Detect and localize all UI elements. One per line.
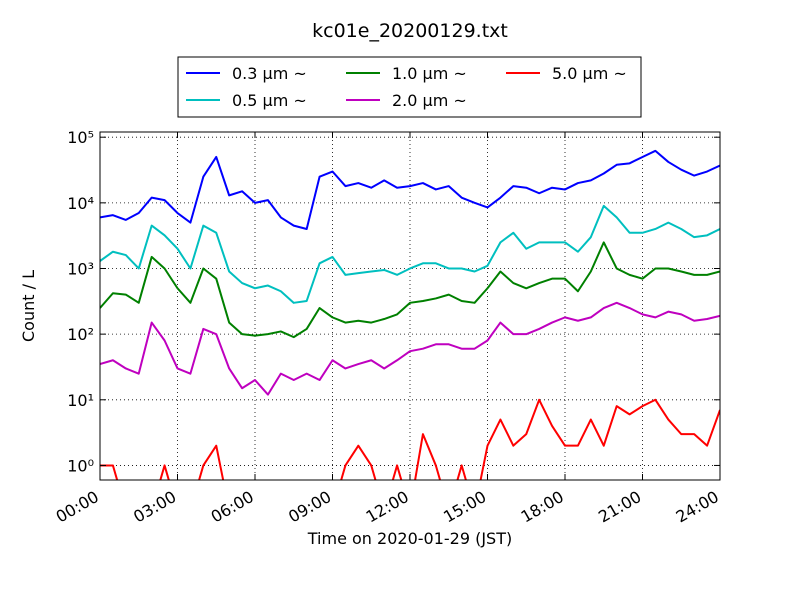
legend-label: 1.0 μm ~ (392, 64, 467, 83)
chart-title: kc01e_20200129.txt (312, 20, 508, 42)
y-tick-label: 10⁴ (67, 194, 94, 213)
legend-label: 0.5 μm ~ (232, 91, 307, 110)
x-axis-label: Time on 2020-01-29 (JST) (307, 529, 512, 548)
y-tick-label: 10² (67, 325, 94, 344)
series-line (100, 204, 720, 304)
y-tick-label: 10¹ (67, 391, 94, 410)
legend-label: 5.0 μm ~ (552, 64, 627, 83)
y-axis-label: Count / L (19, 270, 38, 342)
series-line (100, 241, 720, 339)
legend-box (177, 56, 642, 118)
legend-label: 2.0 μm ~ (392, 91, 467, 110)
series-line (100, 301, 720, 396)
y-tick-label: 10⁵ (67, 128, 94, 147)
plot-lines (100, 149, 720, 480)
series-line (100, 149, 720, 230)
y-tick-label: 10³ (67, 259, 94, 278)
y-tick-label: 10⁰ (67, 456, 94, 475)
series-line (100, 398, 720, 480)
legend-label: 0.3 μm ~ (232, 64, 307, 83)
